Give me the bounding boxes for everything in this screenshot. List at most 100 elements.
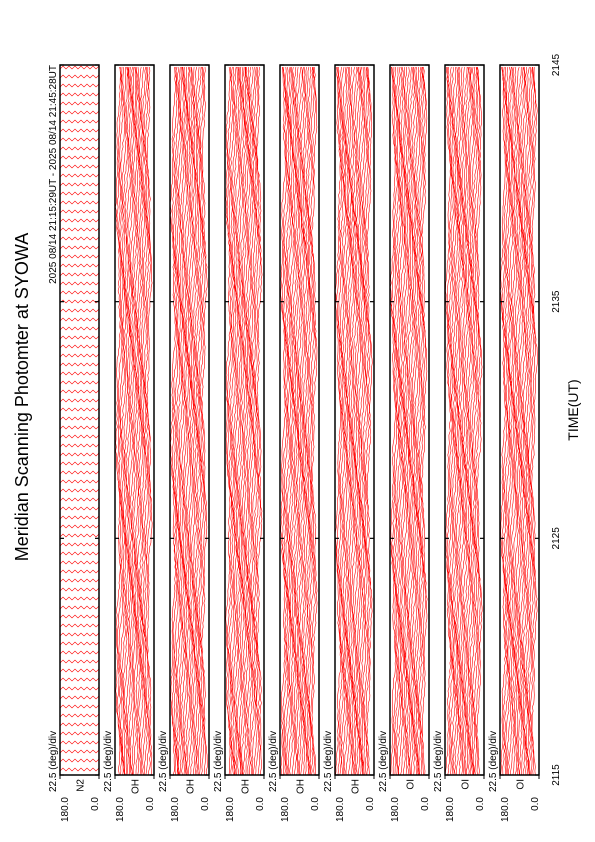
trace (179, 66, 185, 776)
panel-scale: 22.5 (deg)/div (433, 731, 444, 792)
trace (463, 66, 469, 776)
trace (140, 66, 147, 776)
trace (59, 587, 100, 592)
trace (406, 66, 413, 776)
trace (408, 66, 414, 776)
y-tick-label: 0.0 (145, 797, 156, 811)
trace (253, 66, 260, 776)
panel-label: OH (131, 779, 142, 794)
trace (504, 66, 511, 776)
trace (474, 66, 482, 776)
trace (59, 74, 100, 79)
trace (395, 66, 403, 776)
y-tick-label: 180.0 (390, 797, 401, 822)
trace (59, 668, 100, 673)
trace (244, 67, 251, 776)
trace (248, 66, 256, 776)
trace (299, 66, 306, 776)
trace (59, 218, 100, 223)
panel-frame (224, 64, 265, 776)
trace (518, 66, 525, 776)
trace (363, 66, 370, 776)
trace (499, 66, 507, 776)
trace (59, 200, 100, 205)
trace (59, 335, 100, 340)
trace (59, 83, 100, 88)
trace (59, 686, 100, 691)
trace (447, 66, 455, 776)
trace (59, 407, 100, 412)
trace (389, 66, 397, 776)
trace (59, 344, 100, 349)
trace (241, 66, 248, 776)
trace (131, 66, 138, 776)
panel-label: OI (406, 779, 417, 790)
trace (59, 290, 100, 295)
trace (356, 66, 362, 776)
chart-title: Meridian Scanning Photomter at SYOWA (12, 233, 32, 561)
trace (235, 66, 242, 776)
trace (59, 92, 100, 97)
trace (308, 66, 315, 776)
trace (122, 66, 129, 776)
trace (306, 66, 314, 776)
trace-group (499, 66, 538, 776)
trace-group (114, 66, 153, 776)
trace (289, 66, 295, 776)
trace-group (169, 66, 208, 776)
trace (529, 66, 537, 776)
trace-group (280, 66, 318, 776)
trace (59, 182, 100, 187)
trace (172, 66, 180, 776)
trace (59, 416, 100, 421)
trace (59, 281, 100, 286)
trace (59, 713, 100, 718)
trace (354, 66, 361, 776)
panel-label: OH (351, 779, 362, 794)
trace (141, 66, 149, 776)
trace (334, 66, 342, 776)
trace (513, 66, 520, 776)
trace (59, 317, 100, 322)
trace (239, 66, 247, 776)
panel-label: OH (296, 779, 307, 794)
trace (59, 425, 100, 430)
panel-frame (444, 64, 485, 776)
y-tick-label: 0.0 (255, 797, 266, 811)
trace (114, 66, 121, 776)
trace (296, 66, 303, 776)
trace (59, 362, 100, 367)
panel-label: N2 (76, 779, 87, 792)
trace (453, 66, 461, 776)
trace (195, 66, 202, 776)
trace (59, 119, 100, 124)
trace (180, 66, 187, 776)
trace-group (334, 66, 373, 776)
trace (59, 434, 100, 439)
trace (59, 470, 100, 475)
trace (59, 569, 100, 574)
trace (515, 66, 521, 776)
trace (59, 371, 100, 376)
trace (311, 67, 318, 775)
y-tick-label: 180.0 (335, 797, 346, 822)
trace (295, 66, 302, 776)
trace (59, 443, 100, 448)
trace (186, 66, 193, 776)
trace (458, 66, 465, 776)
x-tick-label: 2145 (551, 53, 562, 76)
panel-scale: 22.5 (deg)/div (103, 731, 114, 792)
y-tick-label: 180.0 (500, 797, 511, 822)
trace (59, 659, 100, 664)
x-tick-label: 2125 (551, 527, 562, 550)
trace (510, 66, 517, 776)
trace (226, 67, 233, 776)
trace (412, 66, 419, 776)
trace (414, 66, 421, 776)
panel-scale: 22.5 (deg)/div (488, 731, 499, 792)
panel-frame (279, 64, 320, 776)
trace (59, 191, 100, 196)
trace (405, 66, 411, 776)
subtitle: 2025 08/14 21:15:29UT - 2025 08/14 21:45… (48, 65, 59, 284)
